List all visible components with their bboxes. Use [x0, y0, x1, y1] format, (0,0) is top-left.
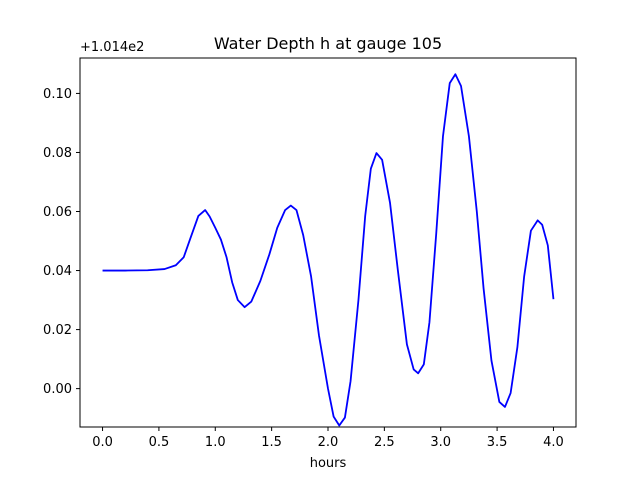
x-tick-label: 0.5 [149, 435, 170, 450]
x-tick-label: 0.0 [92, 435, 113, 450]
y-tick-label: 0.08 [43, 146, 72, 161]
y-tick-label: 0.00 [43, 382, 72, 397]
series-line-0 [102, 73, 555, 427]
x-tick-label: 3.0 [430, 435, 451, 450]
chart-title: Water Depth h at gauge 105 [214, 34, 442, 53]
plot-layer: 0.0 0.5 1.0 1.5 2.0 2.5 3.0 3.5 4.0 0.00 0.02 0.04 0… [43, 57, 577, 450]
x-tick-label: 4.0 [543, 435, 564, 450]
x-tick-label: 1.0 [205, 435, 226, 450]
x-tick-label: 3.5 [487, 435, 508, 450]
y-tick-label: 0.02 [43, 323, 72, 338]
x-tick-label: 1.5 [261, 435, 282, 450]
y-offset-label: +1.014e2 [80, 40, 144, 55]
x-tick-label: 2.5 [374, 435, 395, 450]
y-tick-label: 0.04 [43, 264, 72, 279]
y-tick-label: 0.10 [43, 87, 72, 102]
y-tick-label: 0.06 [43, 205, 72, 220]
x-tick-label: 2.0 [318, 435, 339, 450]
x-axis-label: hours [310, 456, 347, 471]
